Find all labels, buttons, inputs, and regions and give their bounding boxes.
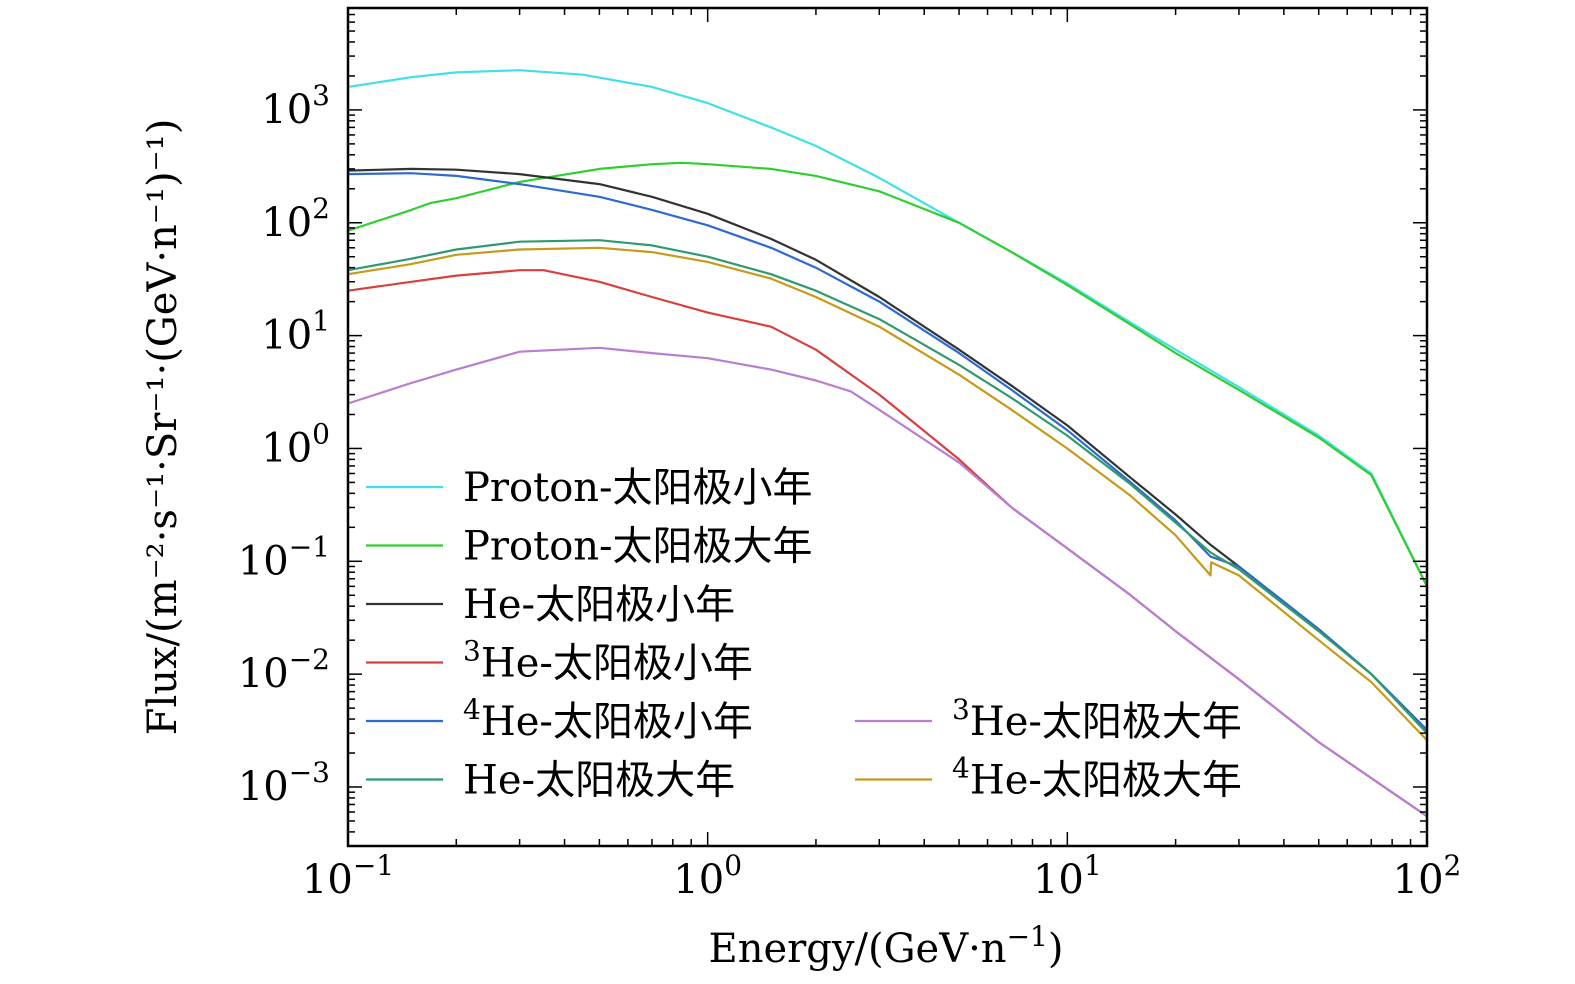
- legend-label: Proton-太阳极小年: [463, 465, 813, 511]
- series-line-5: [347, 239, 1428, 734]
- y-tick-label: 10−3: [238, 756, 330, 810]
- legend-label: He-太阳极小年: [463, 582, 735, 628]
- legend-label: 4He-太阳极大年: [952, 752, 1242, 804]
- legend-item: 4He-太阳极小年: [366, 693, 753, 745]
- y-tick-label: 101: [261, 305, 330, 359]
- legend-label: He-太阳极大年: [463, 758, 735, 804]
- series-line-7: [347, 246, 1428, 741]
- series-line-6: [347, 346, 1428, 818]
- legend-item: Proton-太阳极大年: [366, 524, 813, 570]
- plot-area: [348, 8, 1427, 846]
- y-tick-label: 100: [261, 417, 330, 471]
- legend-item: 3He-太阳极大年: [855, 693, 1242, 745]
- x-tick-label: 10−1: [302, 849, 394, 903]
- plot-frame: [346, 6, 1429, 848]
- series-line-1: [347, 161, 1428, 587]
- x-tick-label: 102: [1393, 849, 1462, 903]
- y-axis-title: Flux/(m⁻²·s⁻¹·Sr⁻¹·(GeV·n⁻¹)⁻¹): [140, 119, 186, 736]
- legend-item: 3He-太阳极小年: [366, 635, 753, 687]
- y-tick-label: 10−2: [238, 643, 330, 697]
- y-tick-label: 103: [261, 79, 330, 133]
- y-tick-label: 10−1: [238, 530, 330, 584]
- series-line-0: [347, 69, 1428, 587]
- x-tick-labels: 10−1 100 101 102: [302, 849, 1461, 903]
- x-tick-label: 101: [1033, 849, 1102, 903]
- legend-label: Proton-太阳极大年: [463, 524, 813, 570]
- legend-item: Proton-太阳极小年: [366, 465, 813, 511]
- legend-item: 4He-太阳极大年: [855, 752, 1242, 804]
- y-tick-labels: 10−3 10−2 10−1 100 101 102 103: [238, 79, 330, 810]
- legend-label: 3He-太阳极大年: [952, 693, 1242, 745]
- legend-label: 3He-太阳极小年: [463, 635, 753, 687]
- x-axis-title: Energy/(GeV·n−1): [709, 920, 1064, 972]
- legend-item: He-太阳极大年: [366, 758, 735, 804]
- series-line-4: [347, 172, 1428, 731]
- legend: Proton-太阳极小年 Proton-太阳极大年 He-太阳极小年 3He-太阳极小…: [366, 465, 1242, 804]
- series-line-2: [347, 167, 1428, 731]
- series-layer: [347, 69, 1428, 818]
- legend-item: He-太阳极小年: [366, 582, 735, 628]
- x-tick-label: 100: [673, 849, 742, 903]
- y-tick-label: 102: [261, 192, 330, 246]
- legend-label: 4He-太阳极小年: [463, 693, 753, 745]
